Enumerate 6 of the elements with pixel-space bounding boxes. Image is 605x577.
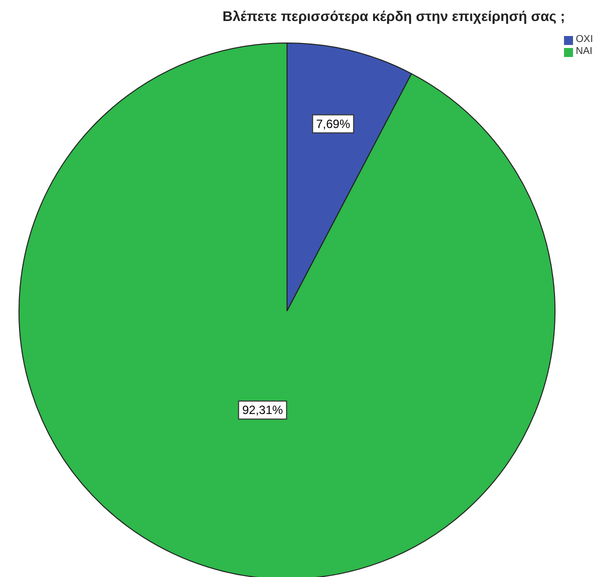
legend-label: ΟΧΙ bbox=[576, 34, 593, 46]
pie-slice bbox=[18, 42, 556, 577]
data-label: 92,31% bbox=[242, 403, 284, 418]
data-label: 7,69% bbox=[316, 116, 350, 131]
chart-title: Βλέπετε περισσότερα κέρδη στην επιχείρησή σας ; bbox=[222, 8, 565, 24]
slice-label: ΝΑΙ bbox=[576, 46, 592, 58]
